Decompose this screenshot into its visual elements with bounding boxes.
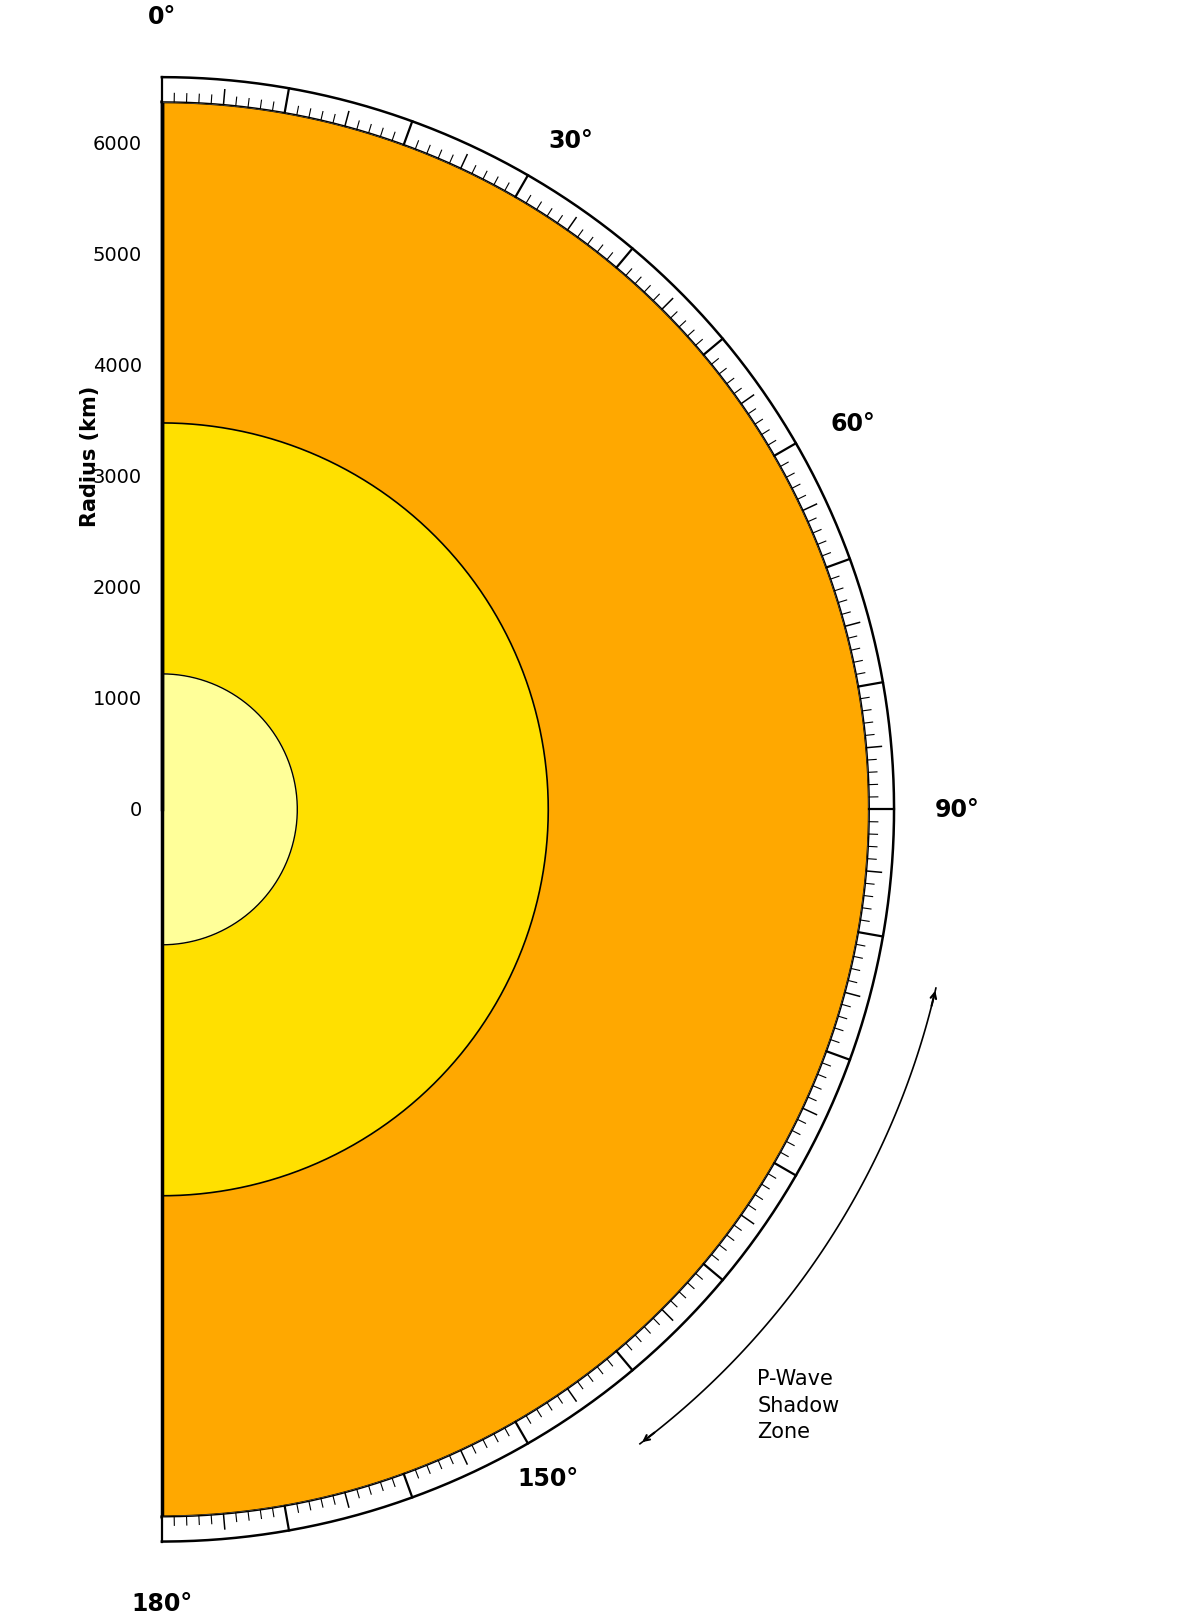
Text: 180°: 180° bbox=[131, 1591, 192, 1614]
Text: 1000: 1000 bbox=[92, 689, 142, 709]
Text: 5000: 5000 bbox=[92, 245, 142, 265]
Text: P-Wave
Shadow
Zone: P-Wave Shadow Zone bbox=[757, 1369, 840, 1441]
Text: 60°: 60° bbox=[830, 412, 876, 436]
Text: 0°: 0° bbox=[148, 5, 176, 29]
Polygon shape bbox=[162, 423, 548, 1196]
Polygon shape bbox=[162, 103, 869, 1517]
Text: 30°: 30° bbox=[548, 129, 593, 153]
Text: Radius (km): Radius (km) bbox=[79, 386, 100, 526]
Text: 3000: 3000 bbox=[92, 468, 142, 486]
Polygon shape bbox=[162, 675, 298, 946]
Text: 0: 0 bbox=[130, 801, 142, 820]
Text: 4000: 4000 bbox=[92, 357, 142, 376]
Text: 90°: 90° bbox=[935, 797, 979, 822]
Text: 150°: 150° bbox=[517, 1467, 578, 1490]
Text: 2000: 2000 bbox=[92, 578, 142, 597]
Polygon shape bbox=[162, 77, 894, 1541]
Text: 6000: 6000 bbox=[92, 134, 142, 153]
